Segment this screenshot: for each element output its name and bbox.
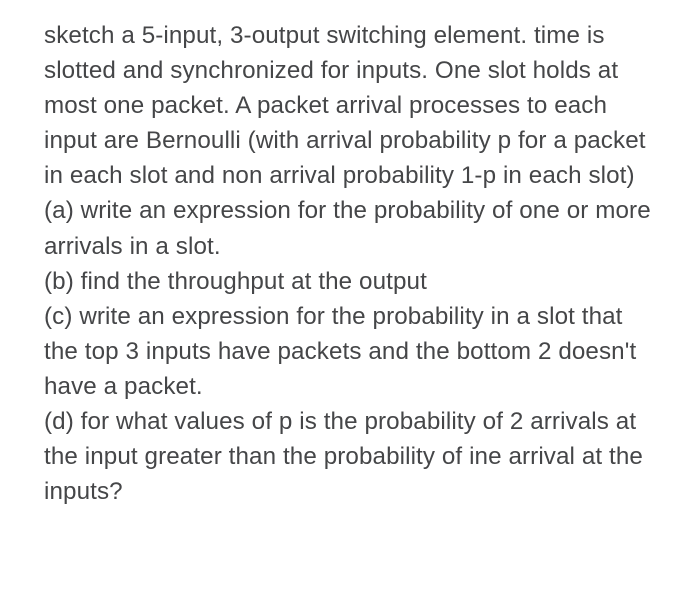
question-text: sketch a 5-input, 3-output switching ele… — [44, 18, 660, 509]
part-a: (a) write an expression for the probabil… — [44, 197, 651, 259]
part-b: (b) find the throughput at the output — [44, 268, 427, 295]
intro-paragraph: sketch a 5-input, 3-output switching ele… — [44, 22, 646, 189]
part-c: (c) write an expression for the probabil… — [44, 303, 636, 400]
part-d: (d) for what values of p is the probabil… — [44, 408, 643, 505]
